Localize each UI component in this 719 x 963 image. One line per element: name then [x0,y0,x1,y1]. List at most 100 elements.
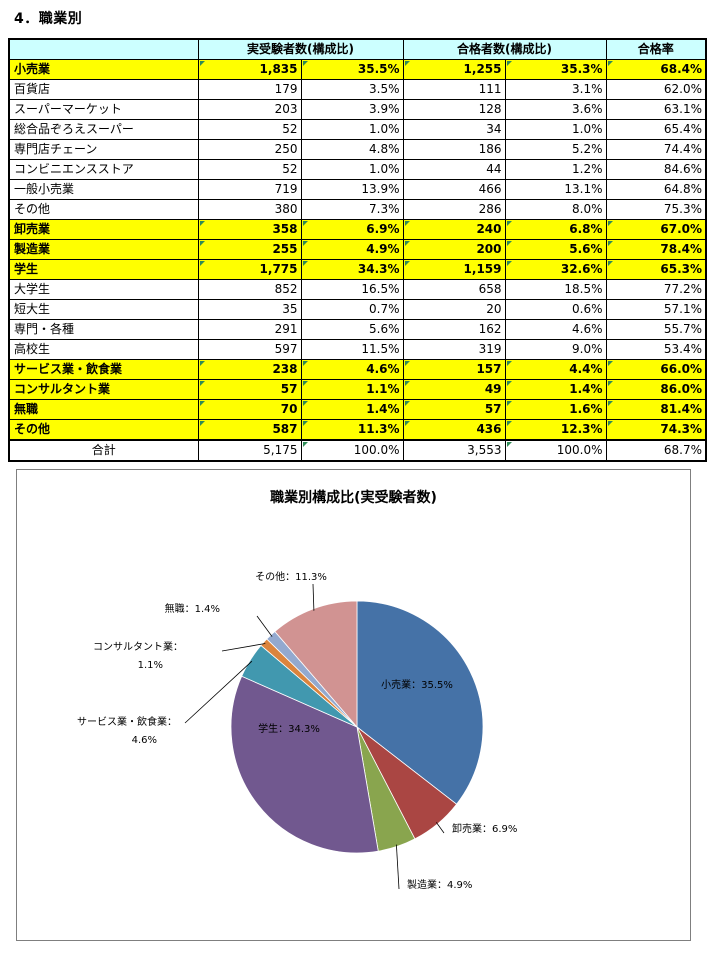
cell-pass-rate: 77.2% [605,279,707,300]
cell-pass-rate: 62.0% [605,79,707,100]
row-label: 学生 [8,259,199,280]
leader-line [184,660,253,724]
cell-examinees: 179 [197,79,302,100]
cell-value: 4.6% [366,362,400,376]
category-row: 小売業 1,835 35.5% 1,255 35.3% 68.4% [8,59,707,80]
cell-pass-rate: 64.8% [605,179,707,200]
cell-passed-ratio: 32.6% [504,259,607,280]
total-row: 合計 5,175 100.0% 3,553 100.0% 68.7% [8,439,707,462]
cell-examinees-ratio: 34.3% [300,259,404,280]
cell-passed: 57 [402,399,506,420]
cell-value: 32.6% [560,262,603,276]
cell-marker [404,61,410,66]
row-label: 百貨店 [8,79,199,100]
cell-value: 74.3% [660,422,703,436]
cell-passed-ratio: 5.6% [504,239,607,260]
cell-value: 6.9% [366,222,400,236]
cell-value: 4.4% [569,362,603,376]
cell-examinees-ratio: 13.9% [300,179,404,200]
cell-examinees-ratio: 100.0% [300,439,404,462]
cell-value: 587 [272,422,298,436]
header-category [8,38,199,60]
cell-passed: 319 [402,339,506,360]
cell-passed-ratio: 9.0% [504,339,607,360]
cell-value: 157 [476,362,502,376]
cell-pass-rate: 65.3% [605,259,707,280]
row-label: 高校生 [8,339,199,360]
cell-examinees: 52 [197,159,302,180]
cell-marker [607,381,613,386]
leader-line [396,844,400,890]
cell-pass-rate: 66.0% [605,359,707,380]
cell-passed: 20 [402,299,506,320]
cell-marker [199,241,205,246]
cell-passed-ratio: 3.1% [504,79,607,100]
cell-value: 57 [280,382,298,396]
cell-examinees-ratio: 4.8% [300,139,404,160]
pie-chart-frame: 職業別構成比(実受験者数) 小売業：35.5% 卸売業：6.9% 製造業：4.9% 学… [16,469,691,941]
cell-value: 1.1% [366,382,400,396]
cell-marker [607,401,613,406]
cell-value: 436 [476,422,502,436]
header-passed: 合格者数(構成比) [402,38,607,60]
cell-examinees: 5,175 [197,439,302,462]
row-label: その他 [8,419,199,441]
cell-passed: 128 [402,99,506,120]
cell-passed-ratio: 5.2% [504,139,607,160]
cell-marker [607,361,613,366]
cell-marker [302,442,308,447]
cell-passed: 436 [402,419,506,441]
cell-examinees-ratio: 4.6% [300,359,404,380]
row-label: コンビニエンスストア [8,159,199,180]
cell-pass-rate: 86.0% [605,379,707,400]
cell-marker [199,221,205,226]
cell-passed: 34 [402,119,506,140]
cell-passed: 658 [402,279,506,300]
cell-examinees-ratio: 1.4% [300,399,404,420]
cell-passed-ratio: 12.3% [504,419,607,441]
cell-value: 1.4% [366,402,400,416]
leader-line [221,643,266,652]
cell-value: 70 [280,402,298,416]
cell-marker [302,401,308,406]
row-label: サービス業・飲食業 [8,359,199,380]
cell-marker [404,401,410,406]
cell-examinees-ratio: 16.5% [300,279,404,300]
cell-value: 200 [476,242,502,256]
cell-value: 1,255 [463,62,502,76]
table-header-row: 実受験者数(構成比) 合格者数(構成比) 合格率 [8,38,707,60]
cell-examinees-ratio: 3.9% [300,99,404,120]
cell-examinees: 52 [197,119,302,140]
row-label: 製造業 [8,239,199,260]
slice-label: コンサルタント業： 1.1% [93,640,183,671]
row-label: 専門・各種 [8,319,199,340]
row-label: 合計 [8,439,199,462]
cell-marker [302,381,308,386]
cell-examinees: 70 [197,399,302,420]
cell-examinees: 57 [197,379,302,400]
cell-marker [199,61,205,66]
table-body: 小売業 1,835 35.5% 1,255 35.3% 68.4% 百貨店 179 3.5% 11… [8,59,707,462]
cell-pass-rate: 53.4% [605,339,707,360]
cell-examinees-ratio: 11.5% [300,339,404,360]
cell-passed: 200 [402,239,506,260]
cell-pass-rate: 74.4% [605,139,707,160]
row-label: その他 [8,199,199,220]
leader-line [435,822,445,834]
category-row: サービス業・飲食業 238 4.6% 157 4.4% 66.0% [8,359,707,380]
cell-passed: 240 [402,219,506,240]
cell-marker [607,61,613,66]
cell-value: 1.4% [569,382,603,396]
cell-pass-rate: 67.0% [605,219,707,240]
row-label: 総合品ぞろえスーパー [8,119,199,140]
slice-label: 無職：1.4% [165,602,220,615]
cell-passed: 466 [402,179,506,200]
cell-marker [199,401,205,406]
cell-value: 1.6% [569,402,603,416]
cell-examinees-ratio: 1.0% [300,159,404,180]
subcategory-row: 総合品ぞろえスーパー 52 1.0% 34 1.0% 65.4% [8,119,707,140]
cell-value: 1,835 [259,62,298,76]
subcategory-row: 専門店チェーン 250 4.8% 186 5.2% 74.4% [8,139,707,160]
cell-marker [404,221,410,226]
cell-value: 255 [272,242,298,256]
